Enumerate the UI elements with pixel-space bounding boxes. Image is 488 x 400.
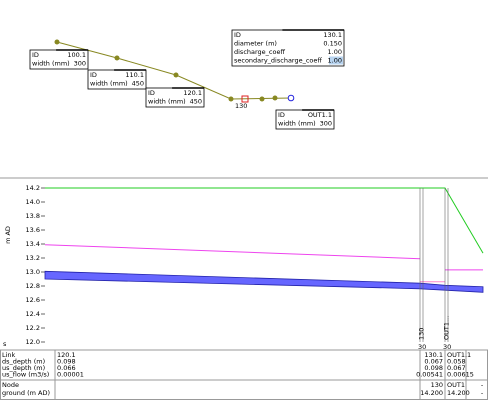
node[interactable]	[272, 95, 278, 101]
field-label: ID	[234, 31, 241, 39]
corner-label: s	[3, 340, 7, 348]
table-cell: -	[481, 381, 484, 389]
node[interactable]	[259, 96, 265, 102]
tooltip-box	[231, 29, 345, 67]
field-label: ID	[32, 51, 39, 59]
table-cell: us_depth (m)	[2, 364, 45, 372]
field-value: 300	[320, 120, 332, 128]
table-cell: 0.066	[57, 364, 76, 372]
table-cell: us_flow (m3/s)	[2, 371, 49, 379]
section-line	[44, 244, 421, 260]
table-cell: Node	[2, 381, 19, 389]
y-tick-label: 12.0	[26, 338, 40, 346]
table-cell: OUT1	[447, 381, 465, 389]
y-tick-label: 13.6	[26, 226, 40, 234]
y-tick-label: 12.8	[26, 282, 40, 290]
table-cell: 130.1	[424, 351, 443, 359]
node-sub: 30	[418, 343, 426, 351]
table-cell: 0.00001	[57, 371, 84, 379]
field-value: OUT1.1	[308, 111, 332, 119]
section-line	[45, 187, 484, 254]
field-label: width (mm)	[278, 120, 316, 128]
y-tick-label: 12.4	[26, 310, 40, 318]
y-tick-label: 13.0	[26, 268, 40, 276]
field-value: 130.1	[323, 31, 342, 39]
y-tick-label: 14.2	[26, 184, 40, 192]
field-label: ID	[90, 71, 97, 79]
y-tick-label: 12.6	[26, 296, 40, 304]
table-cell: 0.098	[57, 358, 76, 366]
field-value: 300	[74, 60, 86, 68]
y-tick-label: 13.8	[26, 212, 40, 220]
table-cell: ground (m AD)	[2, 389, 50, 397]
node[interactable]	[114, 55, 120, 61]
axis-label: m AD	[4, 226, 12, 244]
y-tick-label: 14.0	[26, 198, 40, 206]
y-tick-label: 13.2	[26, 254, 40, 262]
table-cell: ds_depth (m)	[2, 358, 45, 366]
field-value: 110.1	[125, 71, 144, 79]
node-sub: 30	[443, 343, 451, 351]
table-cell: 14.200	[447, 389, 470, 397]
field-value: 450	[190, 98, 202, 106]
field-value: 0.150	[323, 40, 342, 48]
y-tick-label: 12.2	[26, 324, 40, 332]
field-label: width (mm)	[148, 98, 186, 106]
table-cell: 0.067	[447, 364, 466, 372]
field-value: 450	[132, 80, 144, 88]
node[interactable]	[173, 72, 179, 78]
outfall[interactable]	[287, 94, 295, 102]
results-table: Link 120.1 130.1 OUT1.1ds_depth (m) 0.098 0.0…	[0, 349, 488, 400]
node-label: 130	[235, 102, 247, 110]
table-cell: 0.00615	[447, 371, 474, 379]
selected-link[interactable]	[241, 95, 249, 103]
table-cell: 130	[431, 381, 443, 389]
field-label: width (mm)	[32, 60, 70, 68]
node-label: OUT1...	[443, 316, 451, 340]
node-label: 130	[418, 328, 426, 340]
field-label: ID	[148, 89, 155, 97]
field-highlight	[329, 56, 343, 65]
field-value: 1.00	[328, 48, 342, 56]
table-cell: 14.200	[420, 389, 443, 397]
table-cell: Link	[2, 351, 16, 359]
pipe	[44, 270, 484, 293]
field-label: diameter (m)	[234, 40, 277, 48]
field-label: width (mm)	[90, 80, 128, 88]
table-cell: 0.00541	[416, 371, 443, 379]
field-label: secondary_discharge_coeff	[234, 57, 322, 65]
table-cell: 0.098	[424, 364, 443, 372]
plan-view: 130	[54, 39, 295, 110]
field-value: 120.1	[183, 89, 202, 97]
table-cell: -	[481, 389, 484, 397]
y-tick-label: 13.4	[26, 240, 40, 248]
table-cell: 0.058	[447, 358, 466, 366]
node[interactable]	[228, 96, 234, 102]
table-cell: OUT1.1	[447, 351, 471, 359]
field-label: discharge_coeff	[234, 48, 285, 56]
node[interactable]	[54, 39, 60, 45]
field-label: ID	[278, 111, 285, 119]
long-section: m AD s 12.0 12.2 12.4 12.6 12.8 13.0 13.2 13.4 1…	[0, 177, 488, 351]
field-value: 100.1	[67, 51, 86, 59]
field-value: 1.00	[328, 57, 342, 65]
table-cell: 120.1	[57, 351, 76, 359]
table-cell: 0.067	[424, 358, 443, 366]
